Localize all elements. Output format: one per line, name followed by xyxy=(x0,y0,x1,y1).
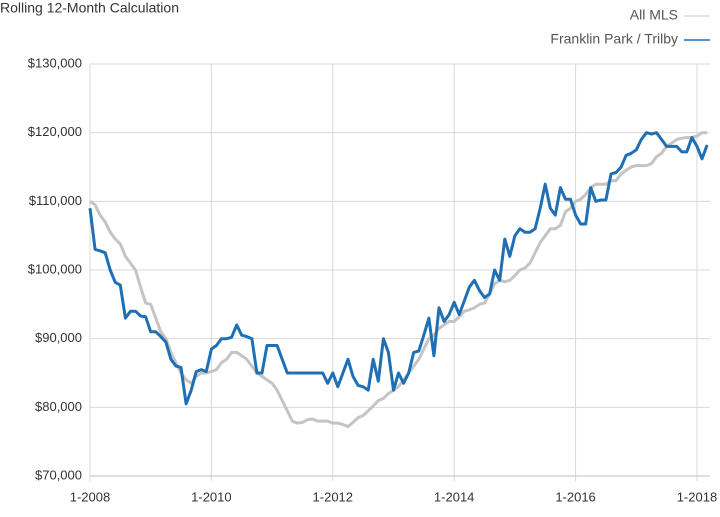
x-tick-label: 1-2016 xyxy=(555,489,595,504)
x-tick-label: 1-2014 xyxy=(434,489,474,504)
series-line xyxy=(88,131,709,406)
x-tick-label: 1-2018 xyxy=(677,489,717,504)
y-tick-label: $80,000 xyxy=(35,399,82,414)
chart-title: Rolling 12-Month Calculation xyxy=(0,0,179,16)
y-tick-label: $90,000 xyxy=(35,330,82,345)
y-tick-label: $130,000 xyxy=(28,55,82,70)
y-tick-label: $110,000 xyxy=(29,193,82,208)
x-tick-label: 1-2010 xyxy=(191,489,231,504)
x-tick-label: 1-2008 xyxy=(70,489,110,504)
legend-label: All MLS xyxy=(630,7,678,23)
y-tick-label: $100,000 xyxy=(28,261,82,276)
y-tick-label: $70,000 xyxy=(35,467,82,482)
legend-label: Franklin Park / Trilby xyxy=(550,31,678,47)
y-tick-label: $120,000 xyxy=(28,124,82,139)
x-tick-label: 1-2012 xyxy=(313,489,353,504)
